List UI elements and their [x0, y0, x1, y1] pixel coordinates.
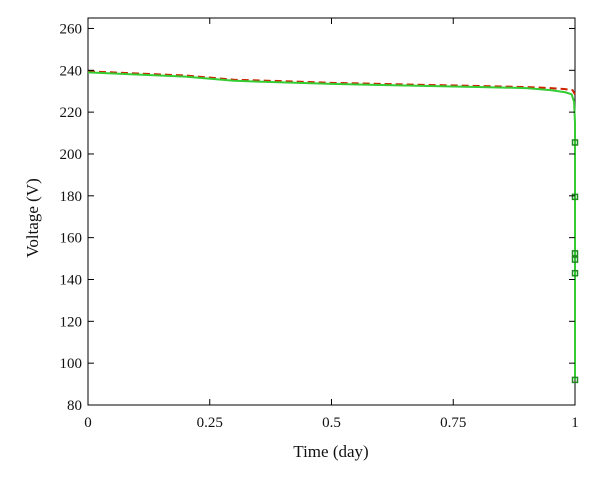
- y-tick-label: 140: [60, 272, 83, 288]
- y-tick-label: 260: [60, 21, 83, 37]
- series-line-1: [87, 70, 576, 95]
- ticks-layer: 0 0.25 0.5 0.75 1801001201401601802002202402…: [60, 18, 579, 431]
- data-point-marker: [571, 250, 579, 257]
- x-axis-title: Time (day): [293, 442, 368, 461]
- marker-layer: [571, 139, 579, 384]
- series-line-2: [87, 71, 576, 380]
- data-point-marker: [571, 139, 579, 146]
- y-tick-label: 240: [60, 63, 83, 79]
- x-tick-label: 0.75: [440, 415, 466, 431]
- data-point-marker: [571, 193, 579, 201]
- y-axis-title: Voltage (V): [23, 178, 42, 257]
- y-tick-label: 220: [60, 105, 83, 121]
- x-tick-label: 1: [571, 415, 579, 431]
- data-point-marker: [571, 256, 579, 263]
- data-point-marker: [571, 269, 579, 277]
- y-tick-label: 200: [60, 147, 83, 163]
- x-tick-label: 0: [84, 415, 92, 431]
- data-point-marker: [571, 376, 579, 384]
- y-tick-label: 120: [60, 314, 83, 330]
- y-tick-label: 100: [60, 356, 83, 372]
- x-tick-label: 0.25: [197, 415, 223, 431]
- y-tick-label: 160: [60, 231, 83, 247]
- y-tick-label: 180: [60, 189, 83, 205]
- series-layer: [87, 70, 576, 380]
- y-tick-label: 80: [67, 398, 82, 414]
- x-tick-label: 0.5: [322, 415, 341, 431]
